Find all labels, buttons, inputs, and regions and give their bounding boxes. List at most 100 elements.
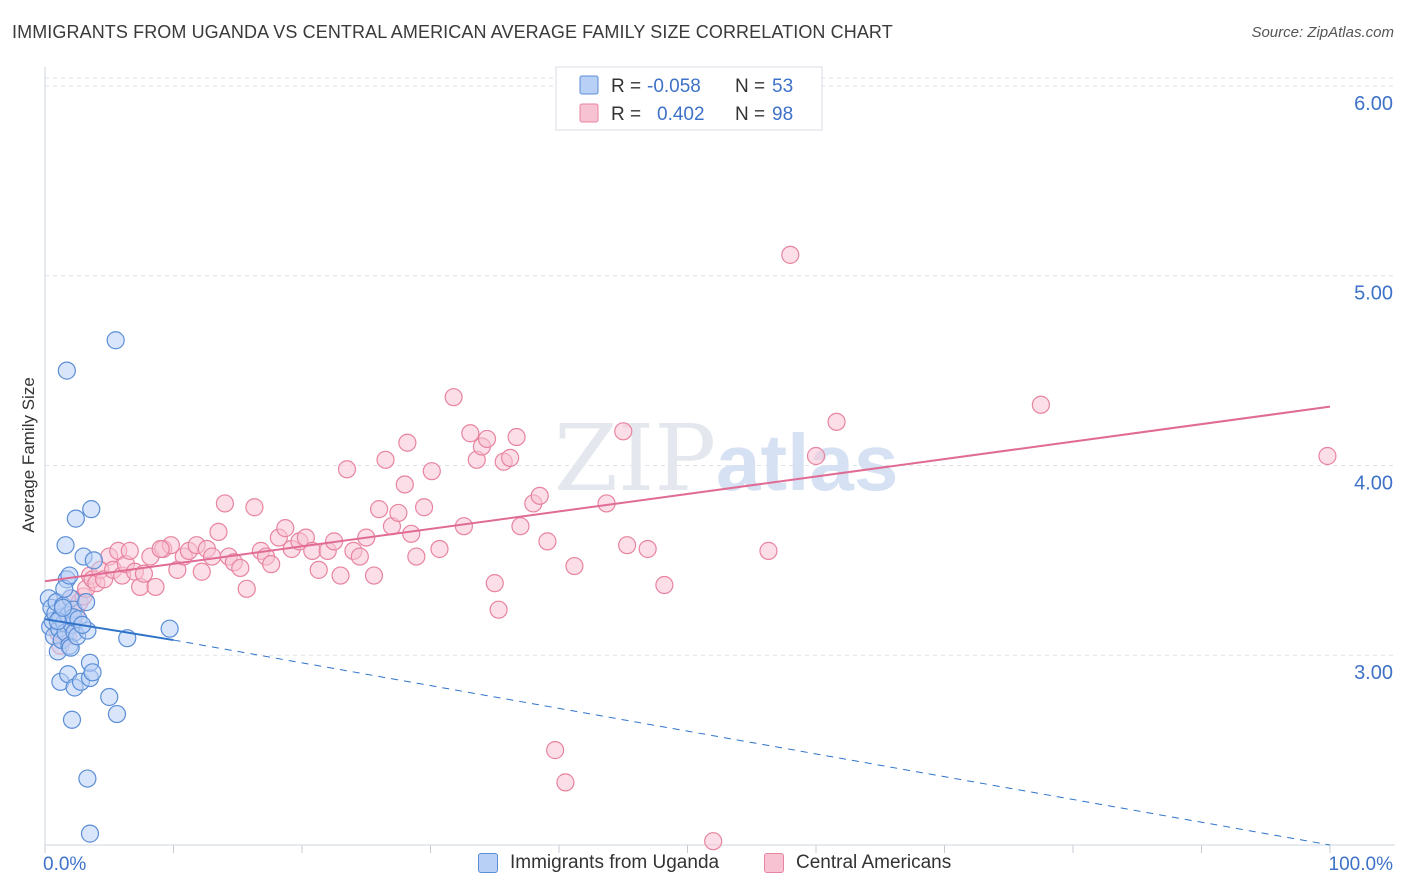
central-point	[202, 547, 222, 566]
central-americans-points	[48, 245, 1337, 851]
central-point	[209, 522, 228, 542]
legend-item-uganda: Immigrants from Uganda	[478, 852, 719, 874]
central-point	[827, 412, 846, 431]
legend-swatch-central-bottom	[764, 853, 784, 873]
x-tick-label-max: 100.0%	[1329, 854, 1394, 875]
central-point	[507, 427, 526, 447]
axes: 3.00 4.00 5.00 6.00 0.0% 100.0%	[43, 67, 1395, 875]
central-point	[395, 475, 414, 494]
central-point	[1318, 446, 1337, 466]
central-point	[444, 388, 463, 407]
central-point	[276, 519, 295, 538]
legend-r-value-central: 0.402	[657, 104, 705, 125]
legend-label-uganda: Immigrants from Uganda	[510, 852, 720, 873]
legend-n-label-uganda: N =	[735, 76, 765, 97]
central-point	[806, 446, 826, 466]
central-point	[781, 245, 800, 264]
central-point	[546, 741, 565, 760]
legend-swatch-uganda-bottom	[478, 853, 498, 873]
central-point	[309, 560, 328, 579]
legend-n-value-uganda: 53	[772, 76, 793, 97]
central-point	[422, 462, 441, 481]
uganda-point	[84, 551, 103, 570]
central-point	[350, 547, 369, 566]
central-point	[501, 448, 520, 467]
central-point	[454, 517, 474, 536]
central-trend-line	[44, 405, 1331, 583]
y-tick-label: 4.00	[1354, 472, 1393, 494]
uganda-point	[100, 687, 119, 707]
central-point	[461, 424, 480, 443]
uganda-point	[77, 593, 96, 612]
legend-swatch-uganda	[579, 75, 599, 95]
central-point	[146, 577, 165, 597]
central-point	[237, 579, 256, 598]
legend-n-label-central: N =	[735, 104, 765, 125]
y-tick-label: 6.00	[1354, 93, 1393, 115]
central-point	[759, 541, 778, 560]
central-point	[134, 564, 154, 583]
central-point	[414, 498, 434, 517]
source-credit: Source: ZipAtlas.com	[1251, 24, 1394, 41]
y-tick-label: 3.00	[1354, 662, 1393, 684]
central-point	[262, 555, 281, 574]
central-point	[370, 500, 389, 519]
uganda-point	[107, 704, 127, 724]
uganda-point	[83, 663, 102, 682]
uganda-point	[53, 598, 73, 617]
central-point	[477, 429, 497, 449]
legend-n-value-central: 98	[772, 104, 793, 125]
central-point	[638, 539, 657, 559]
y-axis-label: Average Family Size	[19, 377, 38, 533]
stats-legend: R = -0.058 N = 53 R = 0.402 N = 98	[555, 66, 823, 131]
x-tick-label-min: 0.0%	[43, 854, 86, 875]
central-point	[364, 566, 384, 585]
central-point	[489, 600, 508, 619]
central-point	[398, 433, 417, 452]
central-point	[538, 532, 557, 551]
central-point	[331, 566, 350, 585]
central-point	[511, 517, 530, 536]
central-point	[655, 575, 674, 595]
legend-r-value-uganda: -0.058	[647, 76, 701, 97]
watermark-zip: ZIP	[554, 405, 716, 512]
central-point	[376, 450, 395, 469]
central-point	[565, 556, 584, 576]
central-point	[231, 558, 250, 578]
trend-lines	[44, 405, 1331, 846]
central-point	[556, 773, 575, 792]
uganda-point	[160, 619, 179, 638]
central-point	[389, 503, 408, 523]
legend-item-central: Central Americans	[764, 852, 951, 874]
uganda-point	[57, 361, 76, 380]
uganda-point	[80, 824, 100, 843]
central-point	[337, 460, 357, 479]
central-point	[192, 562, 211, 581]
central-point	[120, 541, 139, 560]
legend-r-label-uganda: R =	[611, 76, 641, 97]
watermark: ZIP atlas	[554, 405, 898, 512]
central-point	[215, 494, 234, 513]
legend-label-central: Central Americans	[796, 852, 952, 873]
central-point	[530, 486, 549, 505]
uganda-trend-extension	[173, 639, 1331, 846]
uganda-point	[56, 536, 75, 555]
central-point	[430, 539, 449, 559]
uganda-point	[60, 566, 79, 585]
central-point	[245, 498, 264, 517]
y-tick-label: 5.00	[1354, 283, 1393, 305]
uganda-trend-line	[44, 618, 174, 642]
uganda-point	[78, 769, 97, 788]
central-point	[151, 539, 170, 559]
uganda-point	[106, 331, 125, 350]
central-point	[402, 524, 421, 543]
uganda-points	[39, 331, 179, 843]
watermark-atlas: atlas	[716, 418, 898, 507]
legend-swatch-central	[579, 103, 599, 123]
central-point	[704, 832, 723, 851]
y-axis-title: Average Family Size	[19, 377, 38, 533]
central-point	[485, 574, 504, 593]
series-legend: Immigrants from Uganda Central Americans	[0, 852, 1406, 878]
uganda-point	[82, 500, 101, 519]
